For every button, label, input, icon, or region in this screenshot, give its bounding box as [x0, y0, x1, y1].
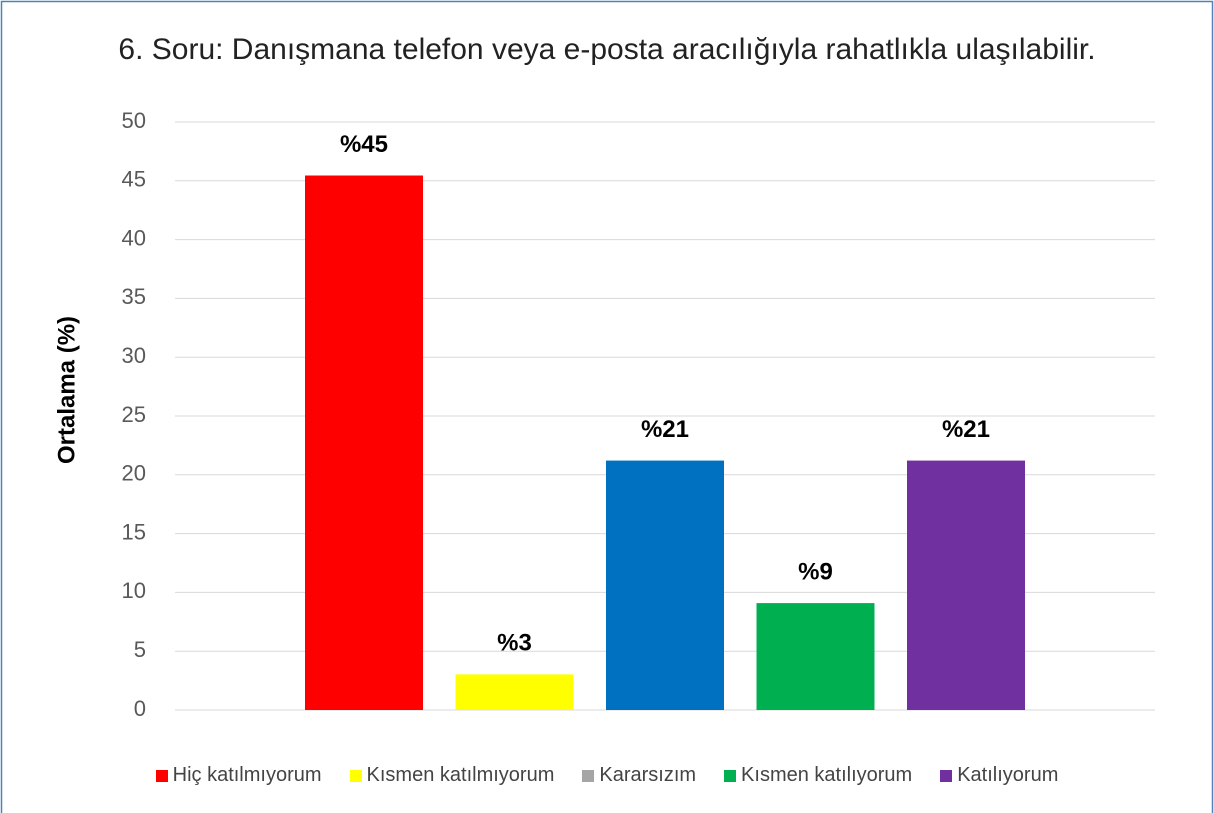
- legend-item: Kısmen katılmıyorum: [349, 764, 555, 787]
- legend-swatch: [940, 769, 953, 782]
- data-label: %9: [798, 558, 833, 585]
- legend-swatch: [349, 769, 362, 782]
- y-tick-label: 30: [122, 343, 146, 368]
- chart-title: 6. Soru: Danışmana telefon veya e-posta …: [118, 33, 1096, 66]
- y-tick-label: 0: [134, 696, 146, 721]
- legend-label: Kısmen katılmıyorum: [366, 764, 555, 786]
- legend-swatch: [724, 769, 737, 782]
- legend-item: Hiç katılmıyorum: [155, 764, 322, 787]
- y-tick-label: 10: [122, 578, 146, 603]
- bar: [455, 674, 574, 710]
- legend-item: Katılıyorum: [940, 764, 1058, 787]
- data-label: %21: [942, 416, 990, 443]
- legend-label: Kısmen katılıyorum: [741, 764, 913, 786]
- y-axis-label: Ortalama (%): [53, 316, 80, 464]
- legend-swatch: [155, 769, 168, 782]
- legend-swatch: [582, 769, 595, 782]
- data-label: %3: [497, 630, 532, 657]
- y-tick-label: 50: [122, 108, 146, 133]
- bar: [606, 460, 724, 710]
- bar: [907, 460, 1025, 710]
- data-label: %45: [340, 131, 388, 158]
- y-tick-label: 45: [122, 167, 146, 192]
- y-tick-label: 35: [122, 284, 146, 309]
- y-tick-label: 40: [122, 225, 146, 250]
- legend-label: Kararsızım: [599, 764, 697, 786]
- legend: Hiç katılmıyorum Kısmen katılmıyorum Karar…: [0, 764, 1214, 787]
- y-tick-label: 5: [134, 637, 146, 662]
- y-tick-label: 20: [122, 461, 146, 486]
- y-tick-label: 25: [122, 402, 146, 427]
- data-label: %21: [641, 416, 689, 443]
- legend-label: Hiç katılmıyorum: [172, 764, 322, 786]
- y-tick-label: 15: [122, 519, 146, 544]
- legend-item: Kısmen katılıyorum: [724, 764, 912, 787]
- bar: [305, 175, 423, 710]
- legend-label: Katılıyorum: [957, 764, 1059, 786]
- bar: [756, 603, 875, 710]
- legend-item: Kararsızım: [582, 764, 696, 787]
